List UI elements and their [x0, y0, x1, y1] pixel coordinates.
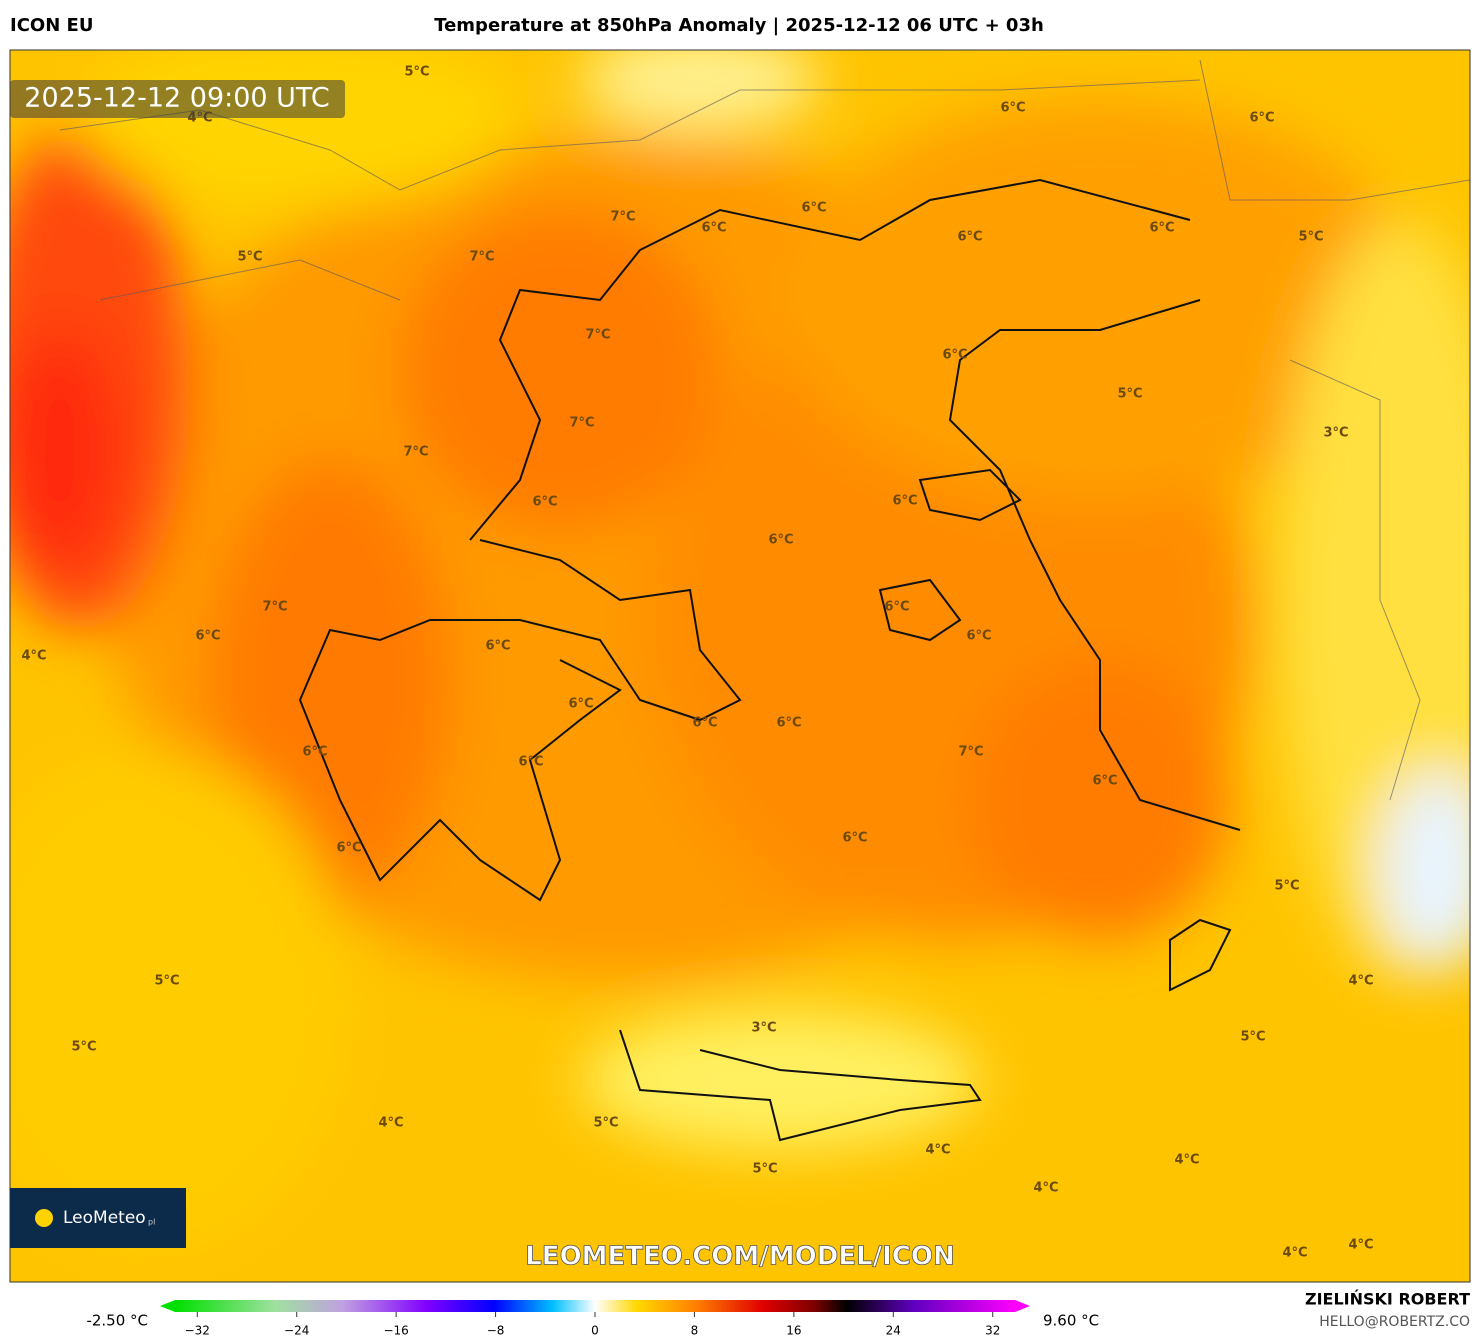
contour-label: 6°C [768, 533, 793, 548]
contour-label: 6°C [842, 831, 867, 846]
contour-label: 5°C [237, 250, 262, 265]
timestamp: 2025-12-12 09:00 UTC [24, 83, 329, 114]
contour-label: 6°C [1149, 221, 1174, 236]
contour-label: 5°C [752, 1162, 777, 1177]
contour-label: 4°C [21, 649, 46, 664]
timestamp-box [10, 80, 345, 118]
contour-label: 6°C [884, 600, 909, 615]
logo-sun [35, 1209, 53, 1227]
watermark: LEOMETEO.COM/MODEL/ICON [525, 1242, 955, 1272]
colorbar-tick-label: 8 [691, 1324, 699, 1338]
contour-label: 6°C [692, 716, 717, 731]
contour-label: 5°C [1298, 230, 1323, 245]
colorbar [175, 1300, 1015, 1312]
colorbar-tick-label: −16 [383, 1324, 408, 1338]
colorbar-max: 9.60 °C [1043, 1312, 1099, 1330]
contour-label: 4°C [1174, 1153, 1199, 1168]
contour-label: 7°C [569, 416, 594, 431]
contour-label: 5°C [593, 1116, 618, 1131]
email: HELLO@ROBERTZ.CO [1319, 1314, 1470, 1330]
colorbar-low-arrow [160, 1300, 175, 1312]
contour-label: 3°C [1323, 426, 1348, 441]
colorbar-high-arrow [1015, 1300, 1030, 1312]
contour-label: 4°C [1348, 1238, 1373, 1253]
map-title: Temperature at 850hPa Anomaly | 2025-12-… [434, 15, 1044, 36]
colorbar-min: -2.50 °C [86, 1312, 148, 1330]
colorbar-tick-label: 24 [886, 1324, 901, 1338]
contour-label: 6°C [1092, 774, 1117, 789]
contour-label: 5°C [404, 65, 429, 80]
contour-label: 6°C [957, 230, 982, 245]
contour-label: 6°C [1000, 101, 1025, 116]
colorbar-tick-label: −24 [284, 1324, 309, 1338]
map-frame [9, 49, 1471, 1283]
contour-label: 7°C [610, 210, 635, 225]
logo: LeoMeteo [63, 1208, 146, 1228]
contour-label: 7°C [585, 328, 610, 343]
contour-label: 6°C [532, 495, 557, 510]
contour-label: 6°C [966, 629, 991, 644]
contour-label: 7°C [403, 445, 428, 460]
contour-label: 6°C [776, 716, 801, 731]
contour-label: 6°C [942, 348, 967, 363]
contour-label: 3°C [751, 1021, 776, 1036]
contour-label: 5°C [1117, 387, 1142, 402]
contour-label: 6°C [701, 221, 726, 236]
map-area: 5°C 4°C 6°C 6°C 7°C 6°C 6°C 6°C 6°C 5°C 5°C 7°C 7°C 6… [10, 50, 1470, 1282]
contour-label: 4°C [1033, 1181, 1058, 1196]
contour-label: 6°C [801, 201, 826, 216]
contour-label: 4°C [1282, 1246, 1307, 1261]
contour-label: 5°C [1240, 1030, 1265, 1045]
contour-label: 7°C [262, 600, 287, 615]
contour-label: 6°C [195, 629, 220, 644]
colorbar-tick-label: −8 [487, 1324, 505, 1338]
contour-label: 7°C [469, 250, 494, 265]
colorbar-tick-label: −32 [185, 1324, 210, 1338]
contour-label: 6°C [302, 745, 327, 760]
contour-label: 6°C [568, 697, 593, 712]
colorbar-tick-label: 16 [786, 1324, 801, 1338]
contour-label: 4°C [378, 1116, 403, 1131]
contour-label: 4°C [1348, 974, 1373, 989]
contour-label: 4°C [925, 1143, 950, 1158]
contour-label: 6°C [485, 639, 510, 654]
contour-label: 6°C [336, 841, 361, 856]
colorbar-tick-label: 32 [985, 1324, 1000, 1338]
contour-label: 6°C [892, 494, 917, 509]
contour-label: 5°C [1274, 879, 1299, 894]
colorbar-tick-label: 0 [591, 1324, 599, 1338]
contour-label: 5°C [154, 974, 179, 989]
contour-label: 6°C [1249, 111, 1274, 126]
logo-suffix: pl [148, 1218, 155, 1227]
model-name: ICON EU [10, 15, 93, 36]
contour-label: 5°C [71, 1040, 96, 1055]
contour-label: 7°C [958, 745, 983, 760]
contour-label: 6°C [518, 755, 543, 770]
author: ZIELIŃSKI ROBERT [1305, 1290, 1470, 1309]
